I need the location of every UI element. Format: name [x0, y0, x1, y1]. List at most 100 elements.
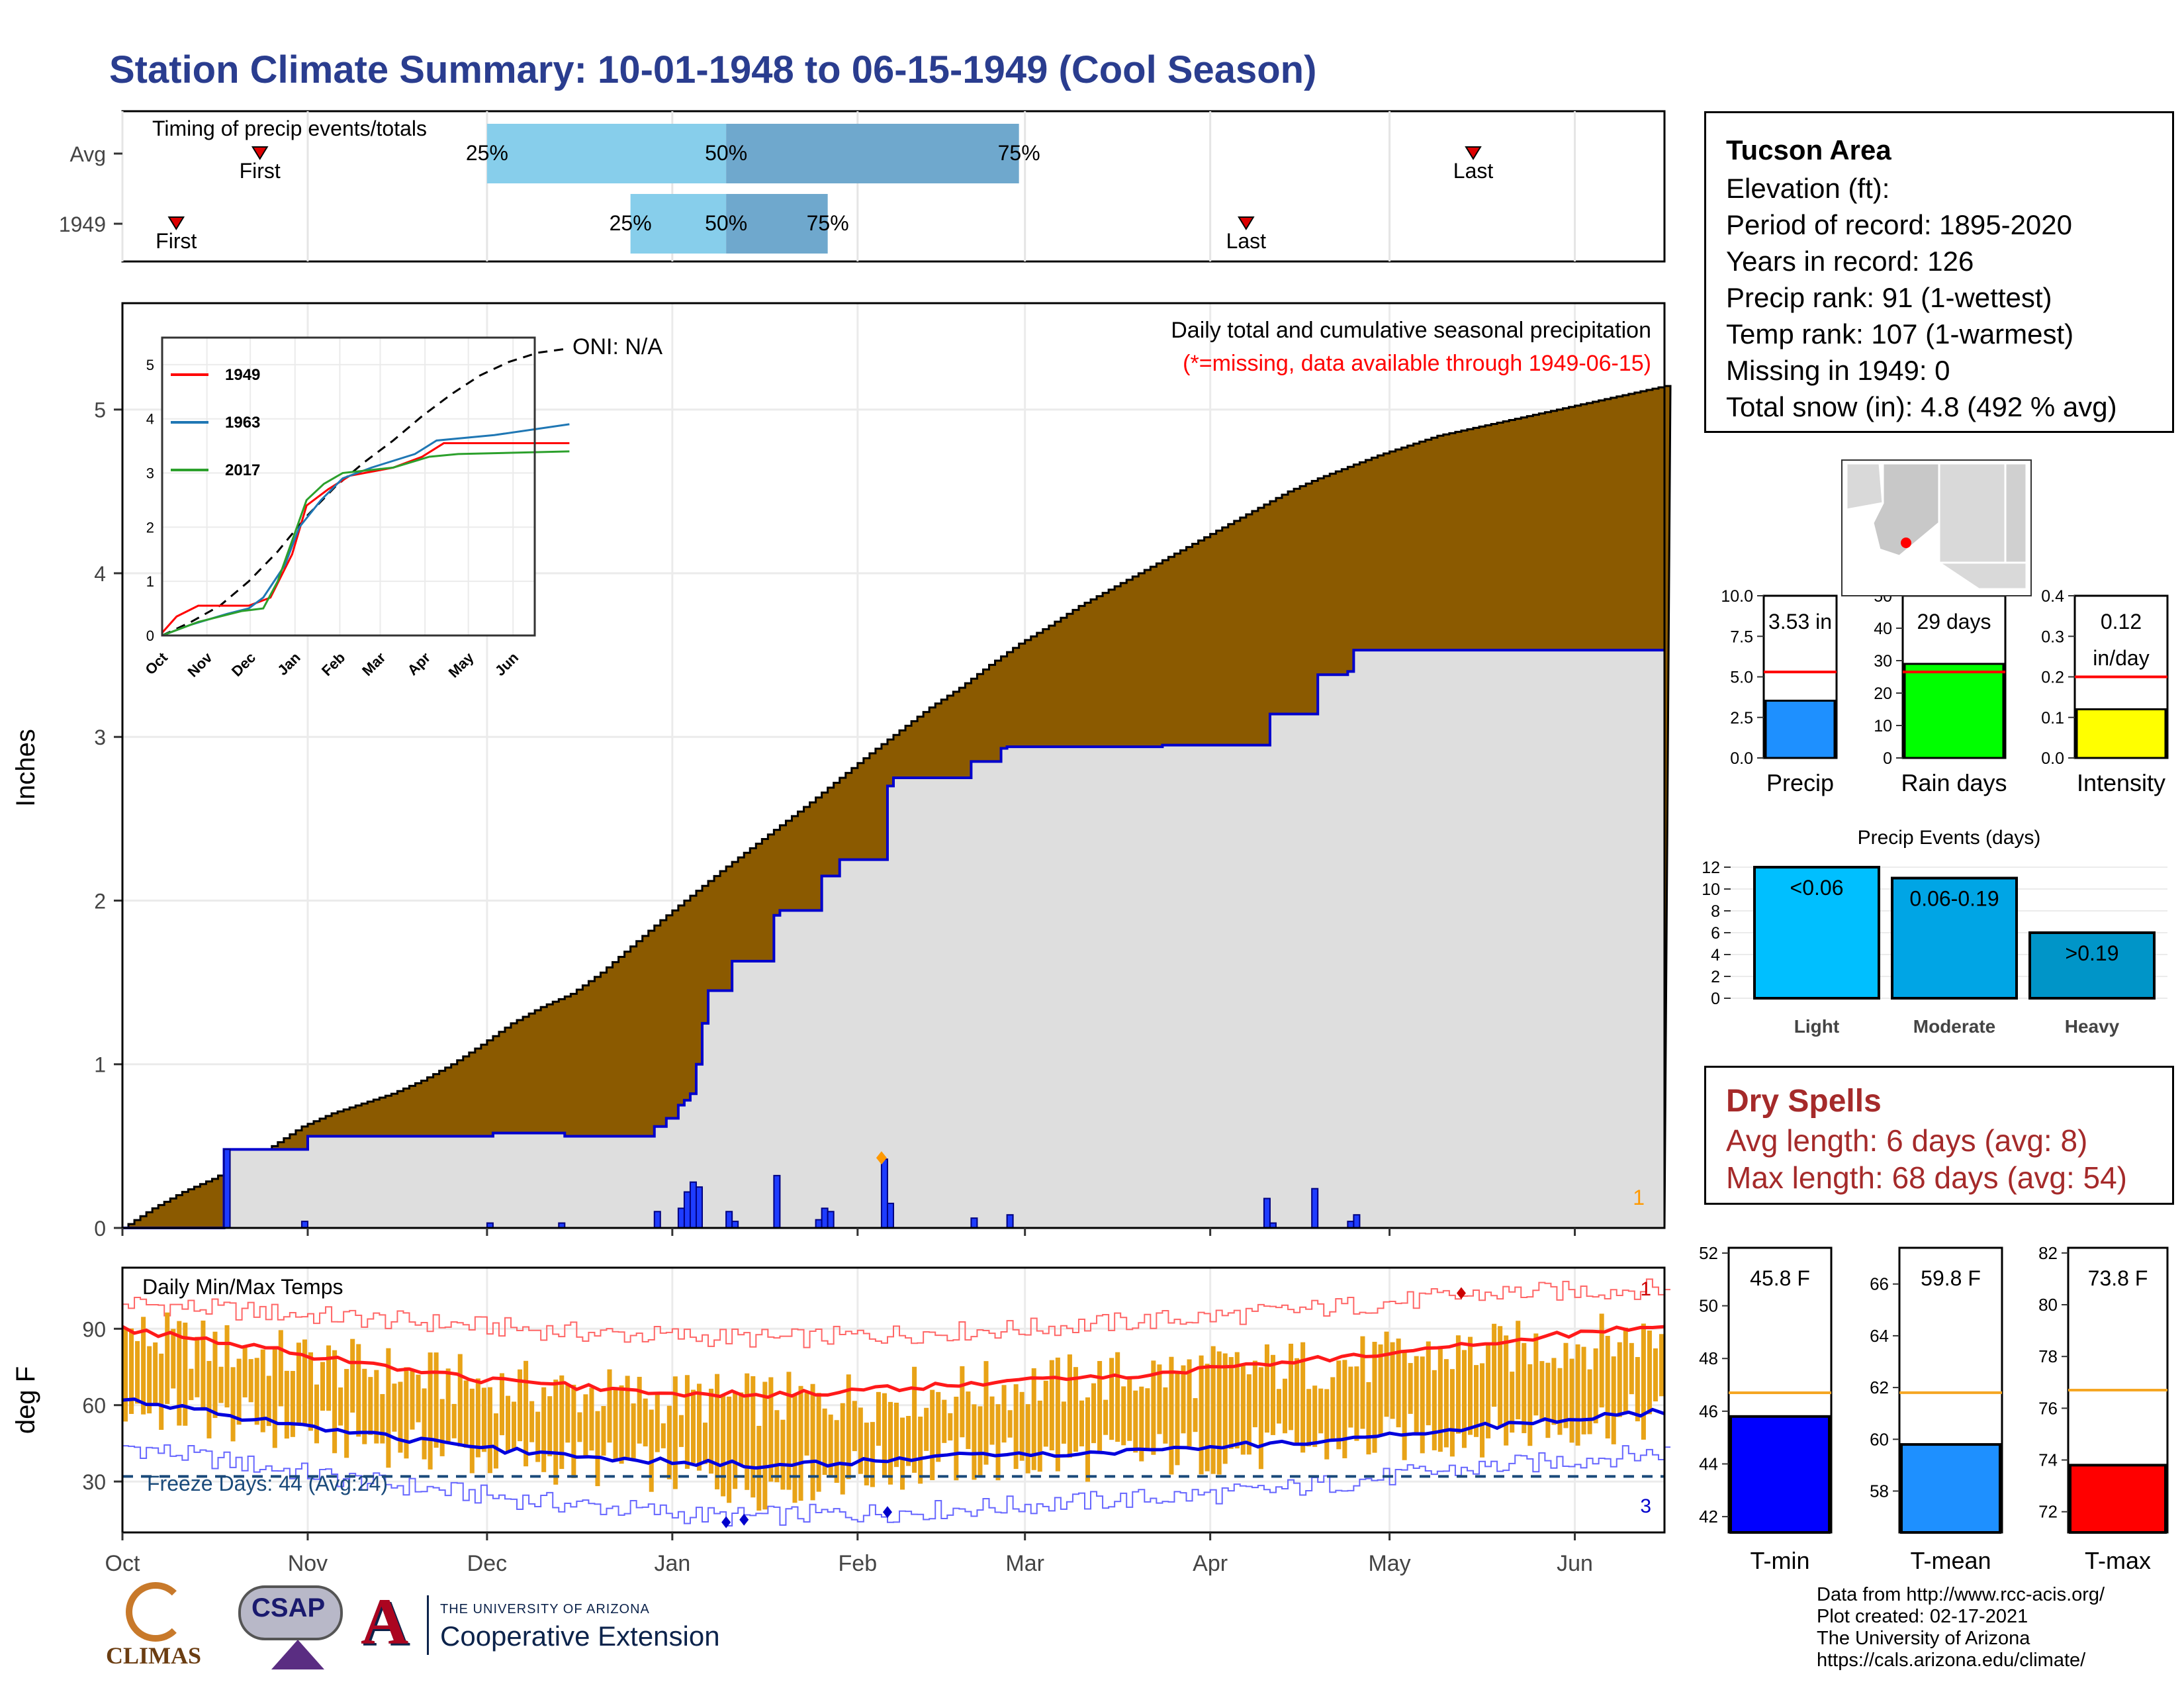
daily-temp-bar — [212, 1331, 218, 1419]
mini-ytick-label: 2.5 — [1730, 709, 1753, 727]
daily-temp-bar — [1551, 1358, 1557, 1425]
events-bar-label: 0.06-0.19 — [1909, 887, 1999, 911]
precip-corner-note: 1 — [1633, 1186, 1645, 1209]
daily-temp-bar — [1043, 1380, 1048, 1447]
temp-mini-ytick-label: 50 — [1699, 1296, 1718, 1316]
daily-precip-bar — [1006, 1214, 1014, 1229]
month-label: May — [1368, 1551, 1410, 1576]
pct-75-label: 75% — [807, 211, 849, 235]
daily-temp-bar — [1324, 1389, 1330, 1460]
daily-temp-bar — [936, 1391, 941, 1462]
mini-ytick-label: 7.5 — [1730, 628, 1753, 646]
daily-temp-bar — [242, 1347, 248, 1398]
daily-temp-bar — [129, 1328, 134, 1414]
daily-temp-bar — [625, 1376, 630, 1460]
daily-temp-bar — [1510, 1372, 1515, 1433]
avg-min-line — [122, 1397, 1665, 1470]
daily-temp-bar — [1492, 1323, 1497, 1407]
daily-temp-bar — [416, 1374, 421, 1423]
credit-plot-created: Plot created: 02-17-2021 — [1817, 1606, 2028, 1627]
daily-temp-bar — [553, 1380, 559, 1485]
daily-temp-bar — [672, 1376, 678, 1489]
pct-25-label: 25% — [610, 211, 652, 235]
daily-temp-bar — [1390, 1342, 1395, 1419]
daily-temp-bar — [655, 1391, 660, 1452]
daily-temp-bar — [1067, 1354, 1072, 1458]
daily-temp-bar — [1205, 1364, 1210, 1472]
daily-temp-bar — [398, 1382, 403, 1453]
daily-temp-bar — [1151, 1360, 1156, 1455]
station-name: Tucson Area — [1726, 134, 1891, 165]
record-low-marker — [721, 1516, 731, 1528]
precip-frame — [121, 302, 1666, 1229]
mini-ytick-label: 30 — [1874, 652, 1892, 671]
daily-temp-bar — [296, 1342, 301, 1424]
daily-temp-bar — [1246, 1374, 1251, 1455]
daily-temp-bar — [230, 1367, 236, 1442]
daily-precip-bar — [821, 1207, 829, 1229]
daily-temp-bar — [666, 1405, 672, 1479]
daily-temp-bar — [565, 1383, 570, 1443]
daily-temp-bar — [1193, 1398, 1198, 1432]
inset-legend-label: 2017 — [225, 461, 260, 479]
daily-temp-bar — [1109, 1358, 1115, 1440]
daily-temp-bar — [338, 1387, 343, 1426]
daily-temp-bar — [523, 1360, 529, 1467]
daily-temp-bar — [684, 1375, 690, 1469]
daily-temp-bar — [1025, 1404, 1030, 1474]
events-bar-label: >0.19 — [2066, 941, 2119, 965]
events-ytick-label: 4 — [1711, 946, 1720, 964]
events-bar-moderate — [1891, 876, 2018, 1000]
daily-temp-bar — [451, 1403, 457, 1438]
events-ytick-label: 6 — [1711, 924, 1720, 943]
daily-temp-bar — [762, 1382, 768, 1510]
timing-iqr-low — [630, 194, 727, 254]
temp-mini-ytick-label: 64 — [1870, 1326, 1889, 1346]
daily-precip-bar — [827, 1211, 835, 1229]
temp-mini-ytick-label: 78 — [2038, 1346, 2058, 1366]
daily-temp-bar — [368, 1377, 373, 1435]
events-bar-heavy — [2028, 931, 2156, 1000]
daily-precip-bar — [1263, 1197, 1271, 1229]
daily-temp-bar — [439, 1399, 445, 1456]
inset-series-1949 — [161, 442, 570, 633]
daily-temp-bar — [1127, 1377, 1132, 1441]
temp-mini-category-label: T-max — [2085, 1547, 2151, 1574]
daily-temp-bar — [392, 1383, 397, 1432]
mini-value-label: in/day — [2093, 646, 2149, 670]
freeze-days-label: Freeze Days: 44 (Avg:24) — [147, 1472, 388, 1495]
daily-temp-bar — [1264, 1344, 1269, 1433]
ua-a-icon: A — [361, 1585, 409, 1658]
daily-temp-bar — [541, 1387, 547, 1472]
temp-mini-ytick-label: 66 — [1870, 1274, 1889, 1294]
temp-mini-ytick-label: 46 — [1699, 1401, 1718, 1421]
daily-temp-bar — [159, 1353, 164, 1430]
daily-temp-bar — [487, 1387, 492, 1474]
daily-temp-bar — [1443, 1359, 1449, 1448]
daily-temp-bar — [1139, 1386, 1144, 1462]
daily-temp-bar — [1420, 1356, 1425, 1454]
info-snow: Total snow (in): 4.8 (492 % avg) — [1726, 391, 2117, 422]
daily-temp-bar — [206, 1360, 212, 1438]
daily-temp-bar — [727, 1396, 732, 1503]
daily-temp-bar — [798, 1385, 803, 1501]
events-ytick-label: 10 — [1702, 880, 1720, 899]
daily-temp-bar — [745, 1373, 750, 1490]
timing-panel: Timing of precip events/totals Avg 25% 50% 7… — [59, 110, 1666, 263]
temp-chart-title: Daily Min/Max Temps — [142, 1275, 343, 1299]
daily-temp-bar — [1330, 1377, 1336, 1440]
daily-temp-bar — [906, 1415, 911, 1466]
daily-temp-bar — [1187, 1359, 1192, 1447]
daily-temp-bar — [1055, 1357, 1060, 1472]
daily-temp-bar — [637, 1376, 642, 1444]
daily-temp-bar — [1037, 1400, 1042, 1472]
info-missing: Missing in 1949: 0 — [1726, 355, 1950, 386]
credit-data-source: Data from http://www.rcc-acis.org/ — [1817, 1584, 2105, 1605]
temp-mini-ytick-label: 60 — [1870, 1429, 1889, 1449]
inset-ytick-label: 3 — [146, 465, 154, 482]
mini-ytick-label: 0.4 — [2041, 587, 2064, 606]
daily-temp-bar — [493, 1413, 498, 1469]
daily-temp-bar — [1432, 1370, 1437, 1450]
daily-temp-bar — [1121, 1386, 1126, 1446]
